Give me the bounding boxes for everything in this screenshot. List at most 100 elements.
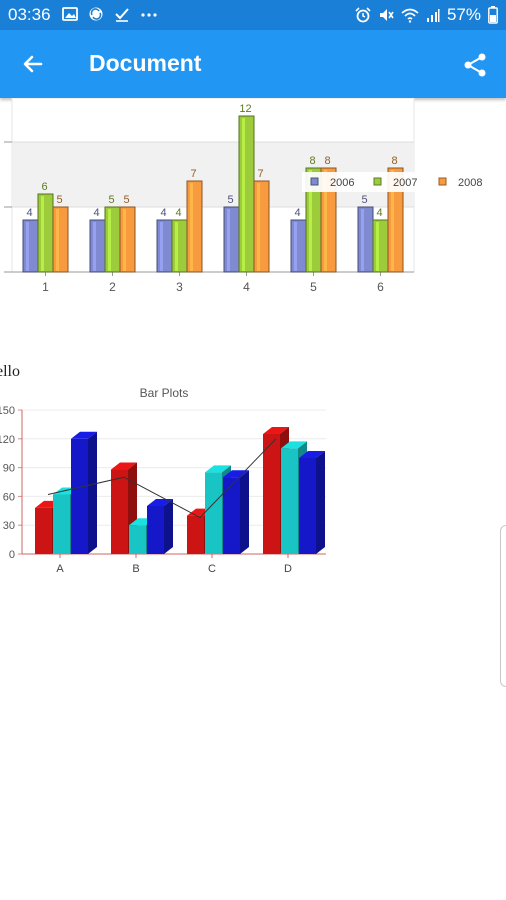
- alarm-icon: [355, 7, 371, 23]
- data-label: 7: [190, 168, 196, 180]
- bar-highlight: [227, 209, 230, 271]
- bar-highlight: [257, 183, 260, 271]
- battery-icon: [488, 6, 498, 24]
- y-tick-label-90: 90: [3, 463, 15, 475]
- y-tick-label-150: 150: [0, 405, 15, 417]
- bar-highlight: [108, 209, 111, 271]
- check-icon: [115, 8, 129, 22]
- y-tick-label-60: 60: [3, 491, 15, 503]
- bar-2006-5: [290, 219, 307, 273]
- share-icon: [464, 53, 486, 77]
- bar-2008-4: [253, 180, 270, 273]
- bar-2007-4: [238, 115, 255, 273]
- bar-front-face: [187, 515, 204, 554]
- app-bar: Document: [0, 30, 506, 98]
- y-tick-label-120: 120: [0, 434, 15, 446]
- data-label: 4: [160, 207, 166, 219]
- bar-2007-2: [104, 206, 121, 273]
- bar-highlight: [190, 183, 193, 271]
- x-tick-label-D: D: [284, 563, 292, 575]
- bar-3d-C-2: [223, 470, 249, 554]
- legend-label-2007: 2007: [393, 177, 417, 189]
- bar-highlight: [361, 209, 364, 271]
- x-tick-label-B: B: [132, 563, 139, 575]
- data-label: 8: [309, 155, 315, 167]
- legend-swatch-2007: [373, 177, 382, 186]
- data-label: 5: [227, 194, 233, 206]
- legend-swatch-2008: [438, 177, 447, 186]
- bar-highlight: [93, 222, 96, 271]
- data-label: 5: [56, 194, 62, 206]
- page-title: Document: [89, 50, 202, 76]
- bar-highlight: [56, 209, 59, 271]
- bar-top-face: [147, 499, 173, 506]
- x-tick-label-5: 5: [310, 280, 317, 294]
- bar-3d-B-2: [147, 499, 173, 554]
- bar-highlight: [175, 222, 178, 271]
- bar-side-face: [240, 470, 249, 554]
- more-dots-icon: [141, 13, 157, 17]
- bar-side-face: [316, 451, 325, 554]
- bar-side-face: [164, 499, 173, 554]
- data-label: 5: [108, 194, 114, 206]
- bar-top-face: [281, 441, 307, 449]
- bar-highlight: [242, 118, 245, 271]
- bar-front-face: [263, 434, 280, 554]
- bar-highlight: [26, 222, 29, 271]
- x-tick-label-A: A: [56, 563, 64, 575]
- data-label: 5: [123, 194, 129, 206]
- bar-front-face: [35, 507, 52, 554]
- bar-front-face: [111, 469, 128, 554]
- bar-highlight: [294, 222, 297, 271]
- y-tick-label-30: 30: [3, 520, 15, 532]
- bar-front-face: [299, 458, 316, 554]
- bar-2006-3: [156, 219, 173, 273]
- data-label: 4: [26, 207, 32, 219]
- data-label: 4: [376, 207, 382, 219]
- bar-front-face: [223, 477, 240, 554]
- data-label: 7: [257, 168, 263, 180]
- image-icon: [62, 7, 78, 21]
- bar-top-face: [223, 470, 249, 478]
- document-text: ello: [0, 363, 20, 381]
- bar-highlight: [160, 222, 163, 271]
- wifi-icon: [401, 8, 419, 23]
- data-label: 6: [41, 181, 47, 193]
- data-label: 4: [93, 207, 99, 219]
- bar-2006-2: [89, 219, 106, 273]
- bar-2007-1: [37, 193, 54, 273]
- bar-front-face: [281, 448, 298, 554]
- y-tick-label-0: 0: [9, 549, 15, 561]
- sync-icon: [89, 7, 103, 21]
- bar-2006-6: [357, 206, 374, 273]
- bar-front-face: [129, 525, 146, 554]
- x-tick-label-C: C: [208, 563, 216, 575]
- bar-2006-1: [22, 219, 39, 273]
- signal-icon: [426, 9, 440, 22]
- bar-highlight: [376, 222, 379, 271]
- legend-label-2006: 2006: [330, 177, 354, 189]
- x-tick-label-4: 4: [243, 280, 250, 294]
- bar-highlight: [391, 170, 394, 271]
- data-label: 4: [175, 207, 181, 219]
- share-button[interactable]: [458, 48, 492, 82]
- back-button[interactable]: [16, 47, 50, 81]
- bar-front-face: [53, 494, 70, 554]
- data-label: 8: [324, 155, 330, 167]
- bar-top-face: [299, 451, 325, 458]
- scrollbar-thumb[interactable]: [500, 525, 506, 687]
- legend-box: [302, 172, 496, 192]
- bar-2006-4: [223, 206, 240, 273]
- bar-front-face: [205, 472, 222, 554]
- bar-2007-3: [171, 219, 188, 273]
- bar-2007-6: [372, 219, 389, 273]
- bar-3d-A-2: [71, 431, 97, 554]
- data-label: 12: [239, 103, 251, 115]
- battery-percent: 57%: [446, 5, 481, 24]
- bar-highlight: [41, 196, 44, 271]
- data-label: 8: [391, 155, 397, 167]
- status-bar: 03:36 57%: [0, 0, 506, 30]
- bar-3d-D-2: [299, 451, 325, 554]
